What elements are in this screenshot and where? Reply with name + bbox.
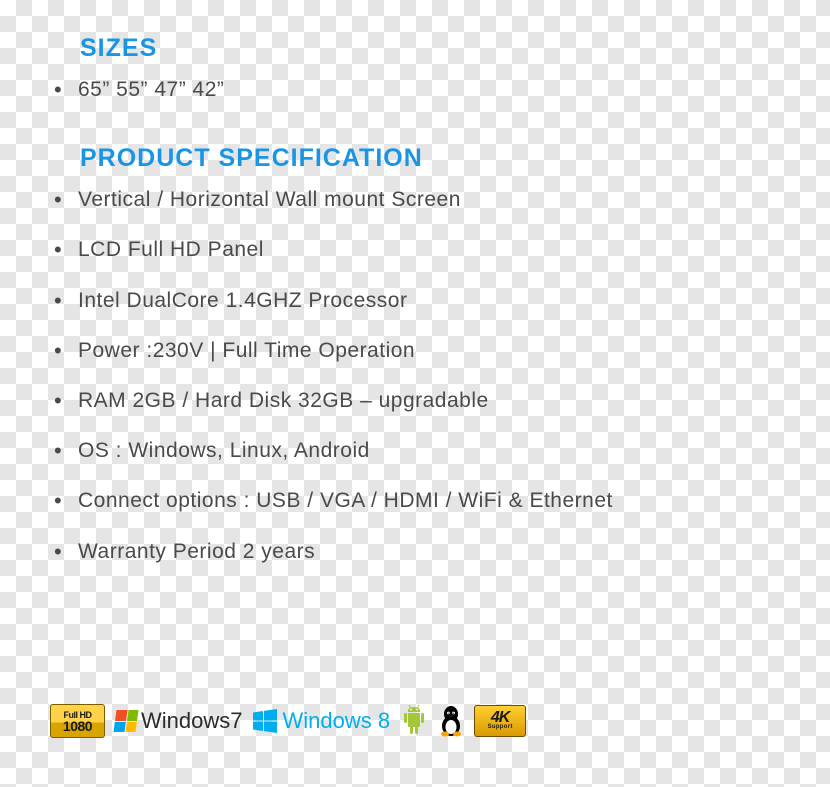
spec-sheet: SIZES 65” 55” 47” 42” PRODUCT SPECIFICAT… [50,34,790,606]
list-item: OS : Windows, Linux, Android [50,438,790,463]
list-item: Vertical / Horizontal Wall mount Screen [50,187,790,212]
list-item: Power :230V | Full Time Operation [50,338,790,363]
windows8-logo-icon [253,709,277,733]
list-item: Intel DualCore 1.4GHZ Processor [50,288,790,313]
list-item: RAM 2GB / Hard Disk 32GB – upgradable [50,388,790,413]
product-spec-heading: PRODUCT SPECIFICATION [80,144,790,173]
list-item: 65” 55” 47” 42” [50,77,790,102]
android-icon [400,704,428,738]
list-item: Warranty Period 2 years [50,539,790,564]
linux-tux-icon [438,704,464,738]
4k-badge-icon: 4K Support [474,705,526,737]
4k-line1: 4K [491,712,509,725]
fullhd-line2: 1080 [63,720,92,733]
sizes-list: 65” 55” 47” 42” [50,77,790,102]
list-item: Connect options : USB / VGA / HDMI / WiF… [50,488,790,513]
windows7-label: Windows7 [141,708,243,734]
product-spec-list: Vertical / Horizontal Wall mount Screen … [50,187,790,564]
fullhd-badge-icon: Full HD 1080 [50,704,105,738]
badge-row: Full HD 1080 Windows7 Windows 8 [50,700,526,742]
sizes-heading: SIZES [80,34,790,63]
windows7-badge: Windows7 [115,704,243,738]
windows8-badge: Windows 8 [253,704,391,738]
4k-line2: Support [488,724,513,730]
windows8-label: Windows 8 [283,708,391,734]
windows-flag-icon [113,710,138,732]
list-item: LCD Full HD Panel [50,237,790,262]
